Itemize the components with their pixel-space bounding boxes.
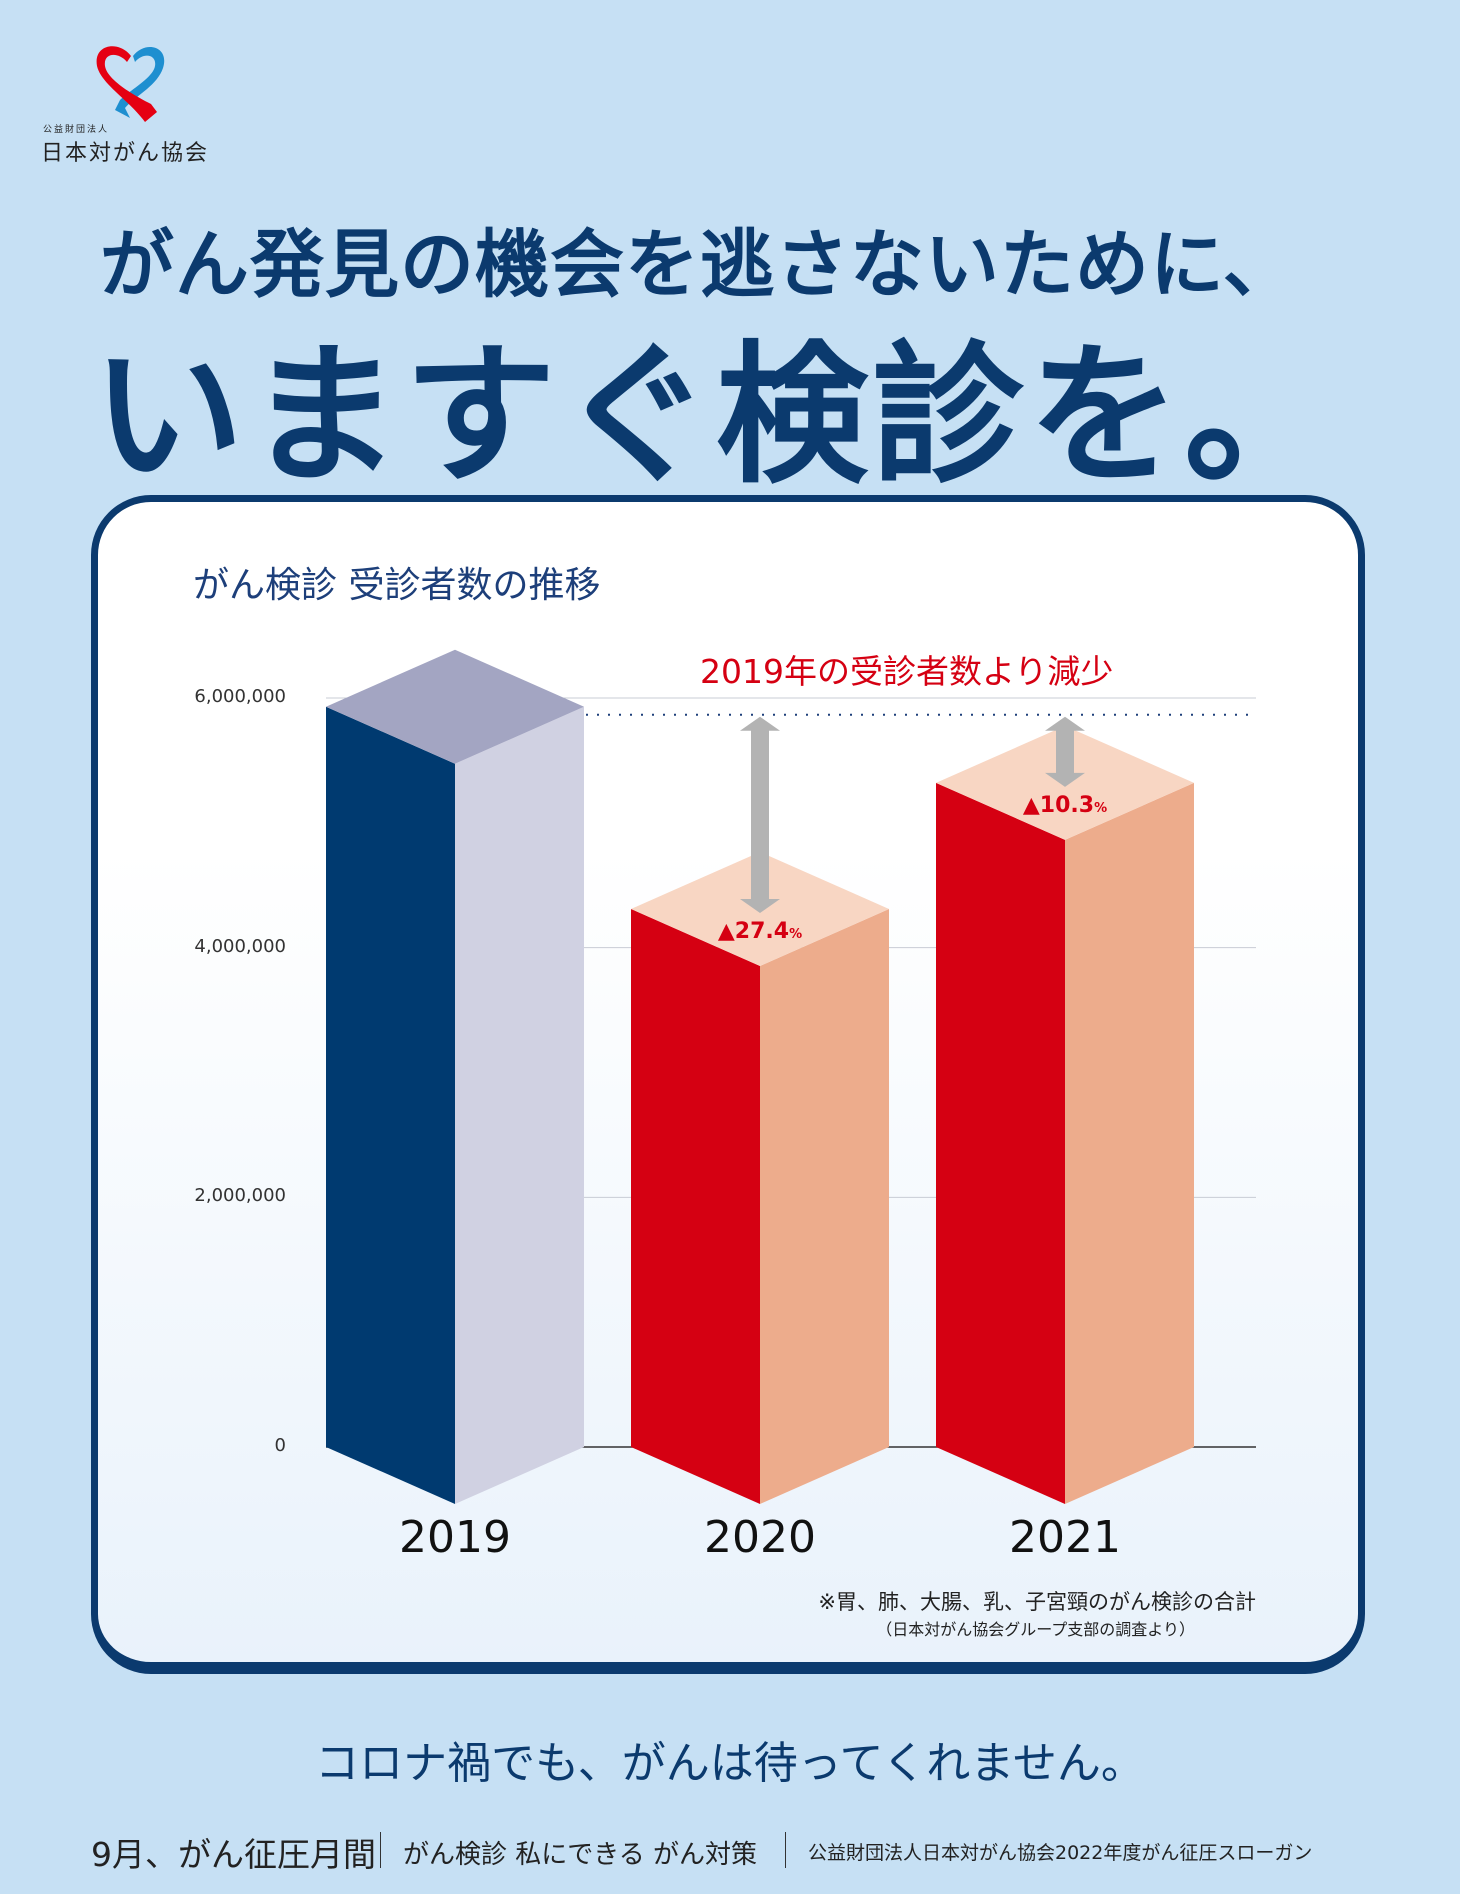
x-tick-label: 2020 (704, 1512, 816, 1563)
y-tick-label: 0 (274, 1435, 286, 1456)
footer-divider (785, 1832, 786, 1868)
chart-annotation: 2019年の受診者数より減少 (700, 652, 1114, 691)
data-label-unit: % (1094, 800, 1108, 816)
x-tick-label: 2019 (399, 1512, 511, 1563)
footnote-source: （日本対がん協会グループ支部の調査より） (876, 1620, 1195, 1639)
footer-motto: がん検診 私にできる がん対策 (403, 1840, 758, 1870)
y-tick-label: 6,000,000 (194, 686, 286, 707)
logo (85, 38, 175, 123)
slogan: コロナ禍でも、がんは待ってくれません。 (315, 1738, 1145, 1789)
y-tick-label: 2,000,000 (194, 1185, 286, 1207)
data-label: ▲10.3% (985, 793, 1145, 818)
bar-front-face (631, 908, 760, 1504)
data-label: ▲27.4% (680, 919, 840, 944)
decrease-arrow-icon (1045, 716, 1085, 787)
bar-front-face (936, 782, 1065, 1504)
headline-line1: がん発見の機会を逃さないために、 (100, 222, 1298, 308)
footer-credit: 公益財団法人日本対がん協会2022年度がん征圧スローガン (808, 1842, 1313, 1864)
chart-title: がん検診 受診者数の推移 (193, 565, 601, 606)
footer-divider (380, 1832, 381, 1868)
bar-side-face (1065, 782, 1194, 1504)
data-label-value: ▲27.4 (717, 918, 790, 944)
footer-month: 9月、がん征圧月間 (91, 1835, 376, 1874)
data-label-unit: % (789, 926, 803, 942)
bar-front-face (326, 706, 455, 1504)
bar-side-face (455, 706, 584, 1504)
bar-top-face (326, 649, 584, 764)
logo-org-name: 日本対がん協会 (41, 141, 210, 166)
footnote: ※胃、肺、大腸、乳、子宮頸のがん検診の合計 (818, 1590, 1256, 1614)
heart-ribbon-logo-icon (96, 46, 165, 122)
headline-line2: いますぐ検診を。 (92, 327, 1340, 504)
data-label-value: ▲10.3 (1022, 792, 1095, 818)
y-tick-label: 4,000,000 (194, 935, 286, 957)
x-tick-label: 2021 (1009, 1512, 1121, 1563)
decrease-arrow-icon (740, 716, 780, 913)
logo-org-type: 公益財団法人 (43, 125, 110, 135)
bar-side-face (760, 908, 889, 1504)
